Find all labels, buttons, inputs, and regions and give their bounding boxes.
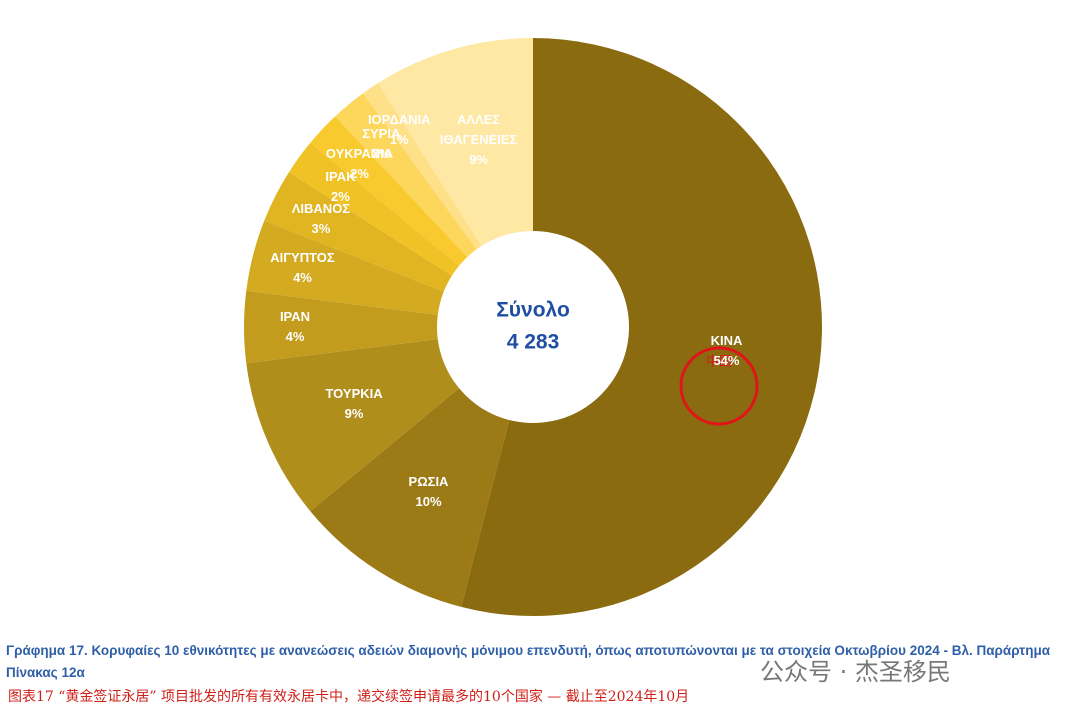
slice-label: ΙΟΡΔΑΝΙΑ 1% (368, 110, 431, 150)
slice-label: ΙΡΑΚ 2% (325, 167, 355, 207)
value-label: 2% (331, 189, 350, 205)
value-label: 2% (350, 166, 369, 182)
value-label: 54% (713, 353, 740, 369)
slice (244, 290, 533, 364)
value-label: 4% (285, 329, 305, 344)
category-label: ΚΙΝΑ (710, 333, 743, 349)
slice-label: ΚΙΝΑ 54% (671, 331, 781, 371)
category-label: ΤΟΥΡΚΙΑ (325, 386, 383, 402)
donut-hole (437, 231, 629, 423)
category-label: ΣΥΡΙΑ (362, 125, 401, 141)
category-label: ΑΙΓΥΠΤΟΣ (270, 249, 335, 265)
watermark: 公众号 · 杰圣移民 (760, 658, 951, 686)
value-label: 4% (293, 269, 312, 285)
slice-label: ΡΩΣΙΑ 10% (374, 472, 484, 512)
category-label: ΙΟΡΔΑΝΙΑ (367, 112, 431, 128)
value-label: 9% (469, 151, 488, 167)
center-title: Σύνολο (496, 299, 570, 322)
category-label: ΡΩΣΙΑ (408, 473, 449, 489)
value-label: 10% (415, 493, 442, 509)
note: 图表17 “黄金签证永居” 项目批发的所有有效永居卡中，递交续签申请最多的10个… (8, 689, 690, 705)
annotation: 中国 (706, 355, 732, 370)
category-label: ΑΛΛΕΣ ΙΘΑΓΕΝΕΙΕΣ (439, 111, 518, 147)
slice-label: ΙΡΑΝ 4% (280, 307, 310, 347)
caption: Γράφημα 17. Κορυφαίες 10 εθνικότητες με … (6, 643, 1051, 680)
slice-label: ΑΙΓΥΠΤΟΣ 4% (270, 248, 335, 288)
category-label: ΟΥΚΡΑΝΙΑ (325, 146, 394, 162)
center-value: 4 283 (507, 331, 560, 354)
value-label: 9% (344, 406, 364, 422)
value-label: 1% (389, 132, 409, 148)
slice (461, 38, 822, 616)
value-label: 3% (311, 220, 331, 236)
slice-label: ΑΛΛΕΣ ΙΘΑΓΕΝΕΙΕΣ 9% (424, 110, 534, 170)
category-label: ΙΡΑΝ (279, 309, 311, 324)
slice-label: ΟΥΚΡΑΝΙΑ 2% (326, 144, 393, 184)
category-label: ΙΡΑΚ (325, 169, 356, 185)
value-label: 2% (371, 145, 391, 161)
slice-label: ΣΥΡΙΑ 2% (362, 124, 400, 164)
category-label: ΛΙΒΑΝΟΣ (291, 200, 351, 216)
slice-label: ΛΙΒΑΝΟΣ 3% (292, 199, 350, 239)
annotation-circle (679, 346, 759, 426)
slice-label: ΤΟΥΡΚΙΑ 9% (299, 384, 409, 424)
